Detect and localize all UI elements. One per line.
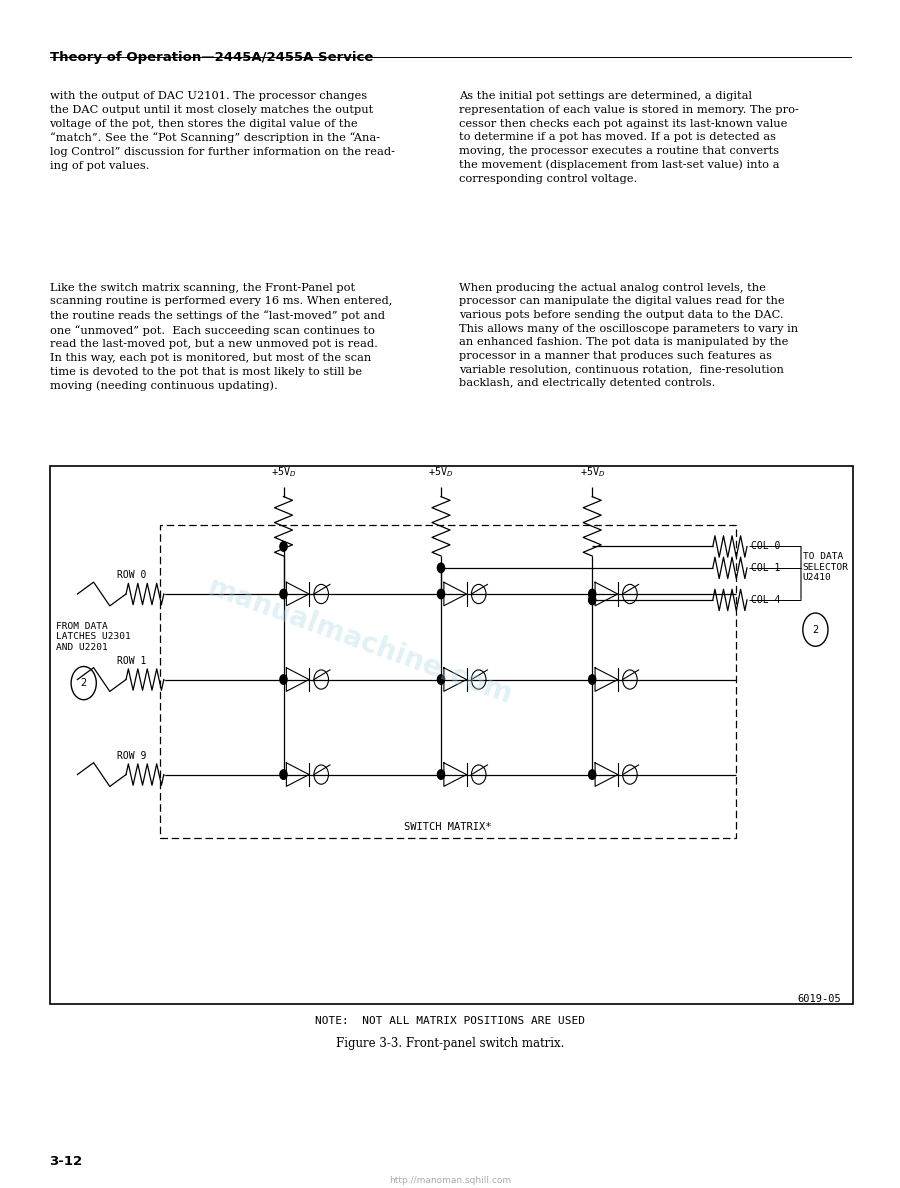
Text: As the initial pot settings are determined, a digital
representation of each val: As the initial pot settings are determin… (459, 91, 799, 184)
Text: Like the switch matrix scanning, the Front-Panel pot
scanning routine is perform: Like the switch matrix scanning, the Fro… (50, 283, 392, 391)
Text: ROW 9: ROW 9 (117, 751, 147, 760)
Circle shape (589, 589, 596, 599)
Text: 2: 2 (81, 678, 86, 688)
Text: TO DATA
SELECTOR
U2410: TO DATA SELECTOR U2410 (803, 552, 849, 582)
Text: +5V$_D$: +5V$_D$ (580, 465, 605, 479)
Circle shape (437, 770, 445, 779)
Text: COL 1: COL 1 (751, 563, 780, 573)
Text: COL 4: COL 4 (751, 595, 780, 605)
Text: http://manoman.sqhill.com: http://manoman.sqhill.com (389, 1176, 511, 1186)
Text: manualmachine.com: manualmachine.com (203, 573, 517, 710)
Text: When producing the actual analog control levels, the
processor can manipulate th: When producing the actual analog control… (459, 283, 798, 388)
Circle shape (437, 589, 445, 599)
Text: FROM DATA
LATCHES U2301
AND U2201: FROM DATA LATCHES U2301 AND U2201 (56, 621, 130, 652)
Text: SWITCH MATRIX*: SWITCH MATRIX* (404, 822, 492, 832)
Bar (50, 466, 853, 1004)
Text: COL 0: COL 0 (751, 542, 780, 551)
Text: with the output of DAC U2101. The processor changes
the DAC output until it most: with the output of DAC U2101. The proces… (50, 91, 394, 171)
Text: NOTE:  NOT ALL MATRIX POSITIONS ARE USED: NOTE: NOT ALL MATRIX POSITIONS ARE USED (315, 1016, 585, 1025)
Circle shape (280, 675, 287, 684)
Text: ROW 0: ROW 0 (117, 570, 147, 580)
Text: Theory of Operation—2445A/2455A Service: Theory of Operation—2445A/2455A Service (50, 51, 373, 64)
Circle shape (589, 770, 596, 779)
Bar (160, 525, 736, 838)
Text: 2: 2 (813, 625, 818, 634)
Circle shape (589, 675, 596, 684)
Text: 6019-05: 6019-05 (797, 994, 842, 1004)
Circle shape (280, 770, 287, 779)
Circle shape (280, 542, 287, 551)
Text: +5V$_D$: +5V$_D$ (271, 465, 296, 479)
Text: ROW 1: ROW 1 (117, 656, 147, 665)
Circle shape (437, 563, 445, 573)
Circle shape (437, 675, 445, 684)
Circle shape (280, 589, 287, 599)
Text: Figure 3-3. Front-panel switch matrix.: Figure 3-3. Front-panel switch matrix. (336, 1037, 564, 1050)
Text: 3-12: 3-12 (50, 1155, 83, 1168)
Circle shape (589, 595, 596, 605)
Text: +5V$_D$: +5V$_D$ (428, 465, 454, 479)
